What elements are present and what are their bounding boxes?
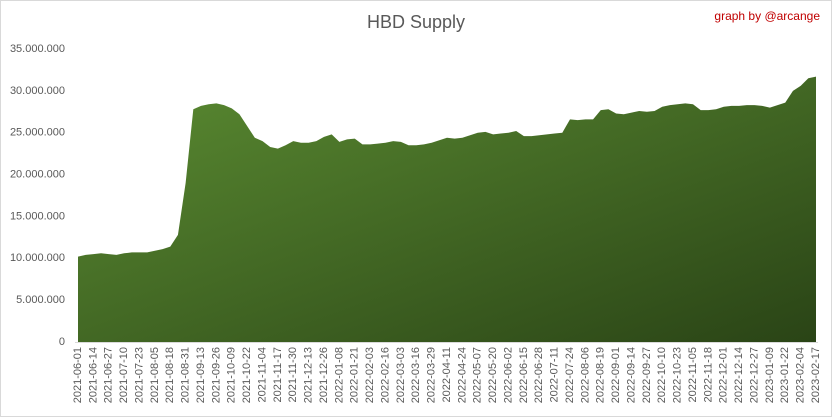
area [78, 76, 816, 342]
x-tick-label: 2021-08-05 [149, 347, 161, 403]
x-tick-label: 2021-06-01 [72, 347, 84, 403]
x-tick-label: 2022-07-11 [549, 347, 561, 402]
x-tick-label: 2022-09-14 [625, 347, 637, 403]
x-tick-label: 2022-10-23 [672, 347, 684, 403]
x-tick-label: 2023-01-09 [764, 347, 776, 403]
x-tick-label: 2022-05-20 [487, 347, 499, 403]
x-tick-label: 2023-02-17 [810, 347, 822, 403]
x-tick-label: 2023-02-04 [795, 347, 807, 403]
x-tick-label: 2022-08-06 [579, 347, 591, 403]
x-tick-label: 2021-11-04 [256, 347, 268, 402]
x-tick-label: 2022-01-08 [333, 347, 345, 403]
x-tick-label: 2022-04-11 [441, 347, 453, 402]
x-tick-label: 2022-03-29 [426, 347, 438, 403]
x-tick-label: 2022-03-16 [410, 347, 422, 403]
x-tick-label: 2022-04-24 [456, 347, 468, 403]
x-tick-label: 2021-06-27 [103, 347, 115, 403]
x-tick-label: 2022-05-07 [472, 347, 484, 403]
x-tick-label: 2022-06-02 [502, 347, 514, 403]
x-tick-label: 2021-09-13 [195, 347, 207, 403]
x-tick-label: 2021-11-17 [272, 347, 284, 402]
x-tick-label: 2021-10-22 [241, 347, 253, 403]
x-tick-label: 2022-09-01 [610, 347, 622, 403]
x-tick-label: 2022-10-10 [656, 347, 668, 403]
y-tick-label: 20.000.000 [10, 168, 65, 180]
x-tick-label: 2021-08-18 [164, 347, 176, 403]
y-tick-label: 25.000.000 [10, 127, 65, 139]
x-tick-label: 2022-01-21 [349, 347, 361, 403]
chart-title: HBD Supply [367, 12, 465, 32]
x-tick-label: 2021-09-26 [210, 347, 222, 403]
x-tick-label: 2022-06-28 [533, 347, 545, 403]
y-tick-label: 0 [59, 336, 65, 348]
x-tick-label: 2021-07-10 [118, 347, 130, 403]
y-tick-label: 35.000.000 [10, 43, 65, 55]
x-tick-label: 2022-12-14 [733, 347, 745, 403]
y-tick-label: 15.000.000 [10, 210, 65, 222]
x-tick-label: 2021-10-09 [226, 347, 238, 403]
x-tick-label: 2022-07-24 [564, 347, 576, 403]
x-tick-label: 2022-09-27 [641, 347, 653, 403]
x-tick-label: 2022-11-05 [687, 347, 699, 402]
x-tick-label: 2021-06-14 [87, 347, 99, 403]
x-tick-label: 2022-02-03 [364, 347, 376, 403]
x-tick-label: 2022-06-15 [518, 347, 530, 403]
x-tick-label: 2022-11-18 [702, 347, 714, 402]
y-tick-label: 10.000.000 [10, 252, 65, 264]
x-tick-label: 2021-11-30 [287, 347, 299, 402]
y-tick-label: 5.000.000 [16, 294, 65, 306]
x-tick-label: 2021-12-26 [318, 347, 330, 403]
x-tick-label: 2021-12-13 [303, 347, 315, 403]
x-tick-label: 2022-02-16 [379, 347, 391, 403]
x-tick-label: 2023-01-22 [779, 347, 791, 403]
x-tick-label: 2021-08-31 [180, 347, 192, 403]
x-tick-label: 2022-03-03 [395, 347, 407, 403]
x-tick-label: 2022-12-27 [748, 347, 760, 403]
y-tick-label: 30.000.000 [10, 85, 65, 97]
x-tick-label: 2022-08-19 [595, 347, 607, 403]
x-tick-label: 2021-07-23 [133, 347, 145, 403]
x-tick-label: 2022-12-01 [718, 347, 730, 403]
annotation: graph by @arcange [714, 9, 820, 23]
